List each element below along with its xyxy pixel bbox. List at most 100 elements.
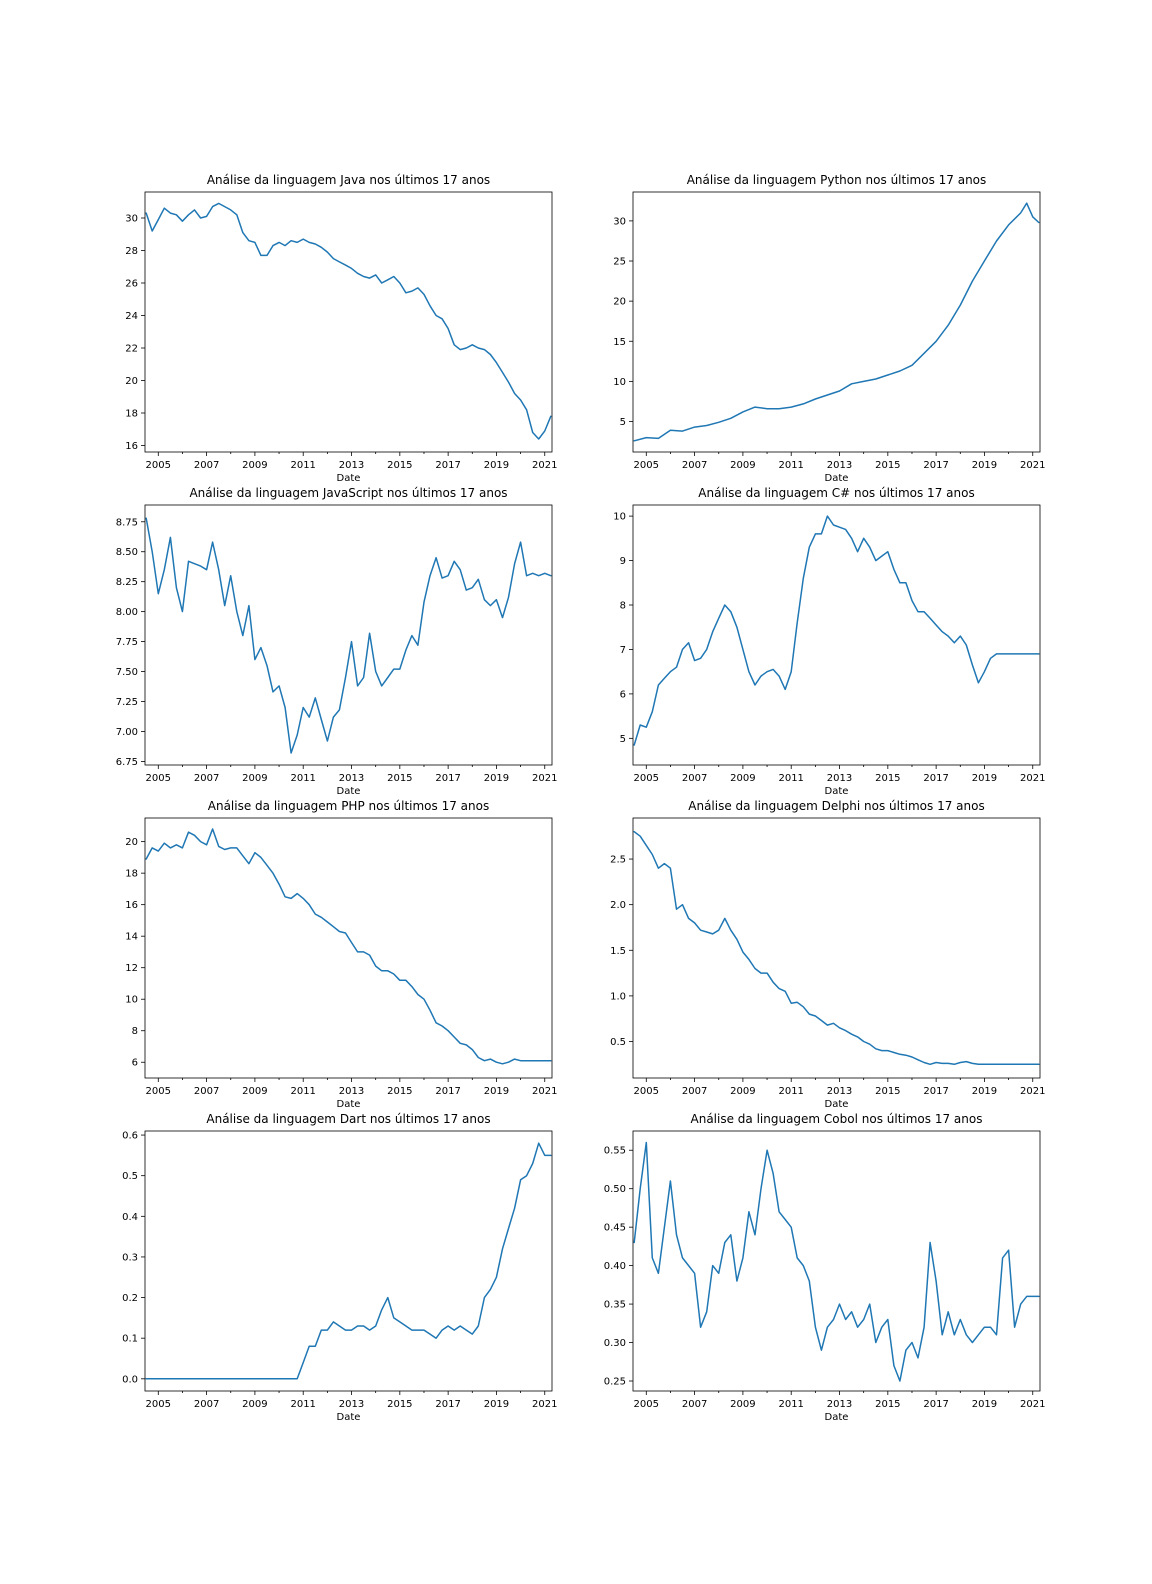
series-line-python (633, 202, 1040, 442)
y-tick-label: 18 (125, 869, 138, 880)
plot-title: Análise da linguagem C# nos últimos 17 a… (698, 486, 974, 500)
series-line-javascript (145, 517, 552, 754)
subplot-csharp: Análise da linguagem C# nos últimos 17 a… (613, 486, 1045, 797)
y-tick-label: 0.35 (604, 1300, 626, 1311)
y-tick-label: 24 (125, 311, 138, 322)
y-tick-label: 30 (613, 216, 626, 227)
x-tick-label: 2021 (532, 1086, 557, 1097)
y-tick-label: 14 (125, 932, 138, 943)
x-tick-label: 2009 (730, 1086, 755, 1097)
y-tick-label: 0.5 (610, 1037, 626, 1048)
series-line-cobol (633, 1141, 1040, 1382)
y-tick-label: 20 (125, 376, 138, 387)
axes-frame (632, 1130, 1041, 1392)
x-tick-label: 2009 (730, 460, 755, 471)
x-tick-label: 2013 (339, 460, 364, 471)
y-tick-label: 5 (620, 417, 626, 428)
x-tick-label: 2005 (146, 460, 171, 471)
x-tick-label: 2009 (730, 1399, 755, 1410)
y-tick-label: 10 (613, 377, 626, 388)
series-line-delphi (633, 830, 1040, 1066)
x-tick-label: 2019 (972, 773, 997, 784)
x-axis-label: Date (337, 473, 361, 484)
axes-frame (632, 504, 1041, 766)
x-tick-label: 2013 (339, 1086, 364, 1097)
x-tick-label: 2017 (923, 1399, 948, 1410)
plot-title: Análise da linguagem JavaScript nos últi… (189, 486, 507, 500)
plot-title: Análise da linguagem Java nos últimos 17… (207, 173, 490, 187)
x-tick-label: 2015 (387, 460, 412, 471)
x-tick-label: 2009 (242, 1086, 267, 1097)
x-tick-label: 2005 (634, 773, 659, 784)
x-axis-label: Date (825, 1099, 849, 1110)
x-tick-label: 2021 (532, 773, 557, 784)
plot-title: Análise da linguagem Delphi nos últimos … (688, 799, 984, 813)
y-tick-label: 1.5 (610, 946, 626, 957)
y-tick-label: 2.5 (610, 855, 626, 866)
plot-title: Análise da linguagem Dart nos últimos 17… (206, 1112, 490, 1126)
x-tick-label: 2005 (146, 1086, 171, 1097)
x-tick-label: 2013 (339, 773, 364, 784)
x-tick-label: 2011 (290, 1086, 315, 1097)
y-tick-label: 12 (125, 963, 138, 974)
y-tick-label: 0.45 (604, 1223, 626, 1234)
y-tick-label: 8.50 (116, 547, 138, 558)
x-tick-label: 2013 (339, 1399, 364, 1410)
x-tick-label: 2019 (484, 1086, 509, 1097)
subplot-python: Análise da linguagem Python nos últimos … (613, 173, 1045, 484)
y-tick-label: 8.25 (116, 577, 138, 588)
axes-frame (632, 817, 1041, 1079)
x-tick-label: 2011 (778, 773, 803, 784)
y-tick-label: 8.75 (116, 517, 138, 528)
subplot-cobol: Análise da linguagem Cobol nos últimos 1… (604, 1112, 1046, 1423)
axes-frame (144, 191, 553, 453)
x-tick-label: 2011 (290, 1399, 315, 1410)
y-tick-label: 28 (125, 246, 138, 257)
x-tick-label: 2017 (435, 773, 460, 784)
x-axis-label: Date (825, 473, 849, 484)
y-tick-label: 0.6 (122, 1131, 138, 1142)
x-tick-label: 2013 (827, 1086, 852, 1097)
x-tick-label: 2005 (634, 460, 659, 471)
x-tick-label: 2021 (532, 460, 557, 471)
x-tick-label: 2013 (827, 1399, 852, 1410)
y-tick-label: 26 (125, 279, 138, 290)
x-tick-label: 2009 (242, 1399, 267, 1410)
y-tick-label: 7 (620, 645, 626, 656)
x-tick-label: 2011 (778, 1399, 803, 1410)
x-tick-label: 2007 (194, 1086, 219, 1097)
x-tick-label: 2019 (484, 773, 509, 784)
y-tick-label: 0.2 (122, 1293, 138, 1304)
x-tick-label: 2013 (827, 773, 852, 784)
axes-frame (144, 504, 553, 766)
x-tick-label: 2007 (682, 460, 707, 471)
x-tick-label: 2015 (387, 773, 412, 784)
y-tick-label: 30 (125, 214, 138, 225)
y-tick-label: 7.75 (116, 637, 138, 648)
x-tick-label: 2007 (194, 1399, 219, 1410)
x-tick-label: 2007 (682, 1086, 707, 1097)
x-tick-label: 2005 (146, 1399, 171, 1410)
x-tick-label: 2015 (875, 1086, 900, 1097)
y-tick-label: 20 (125, 837, 138, 848)
x-tick-label: 2005 (146, 773, 171, 784)
x-tick-label: 2017 (923, 1086, 948, 1097)
x-tick-label: 2019 (972, 460, 997, 471)
axes-frame (632, 191, 1041, 453)
y-tick-label: 10 (125, 995, 138, 1006)
x-axis-label: Date (337, 786, 361, 797)
subplot-javascript: Análise da linguagem JavaScript nos últi… (116, 486, 558, 797)
x-tick-label: 2021 (1020, 460, 1045, 471)
y-tick-label: 0.5 (122, 1171, 138, 1182)
series-line-csharp (633, 515, 1040, 746)
x-tick-label: 2011 (778, 1086, 803, 1097)
y-tick-label: 5 (620, 734, 626, 745)
x-tick-label: 2017 (435, 1086, 460, 1097)
x-tick-label: 2009 (242, 773, 267, 784)
y-tick-label: 6 (620, 689, 626, 700)
x-tick-label: 2021 (532, 1399, 557, 1410)
y-tick-label: 6.75 (116, 757, 138, 768)
y-tick-label: 10 (613, 512, 626, 523)
x-tick-label: 2015 (387, 1399, 412, 1410)
